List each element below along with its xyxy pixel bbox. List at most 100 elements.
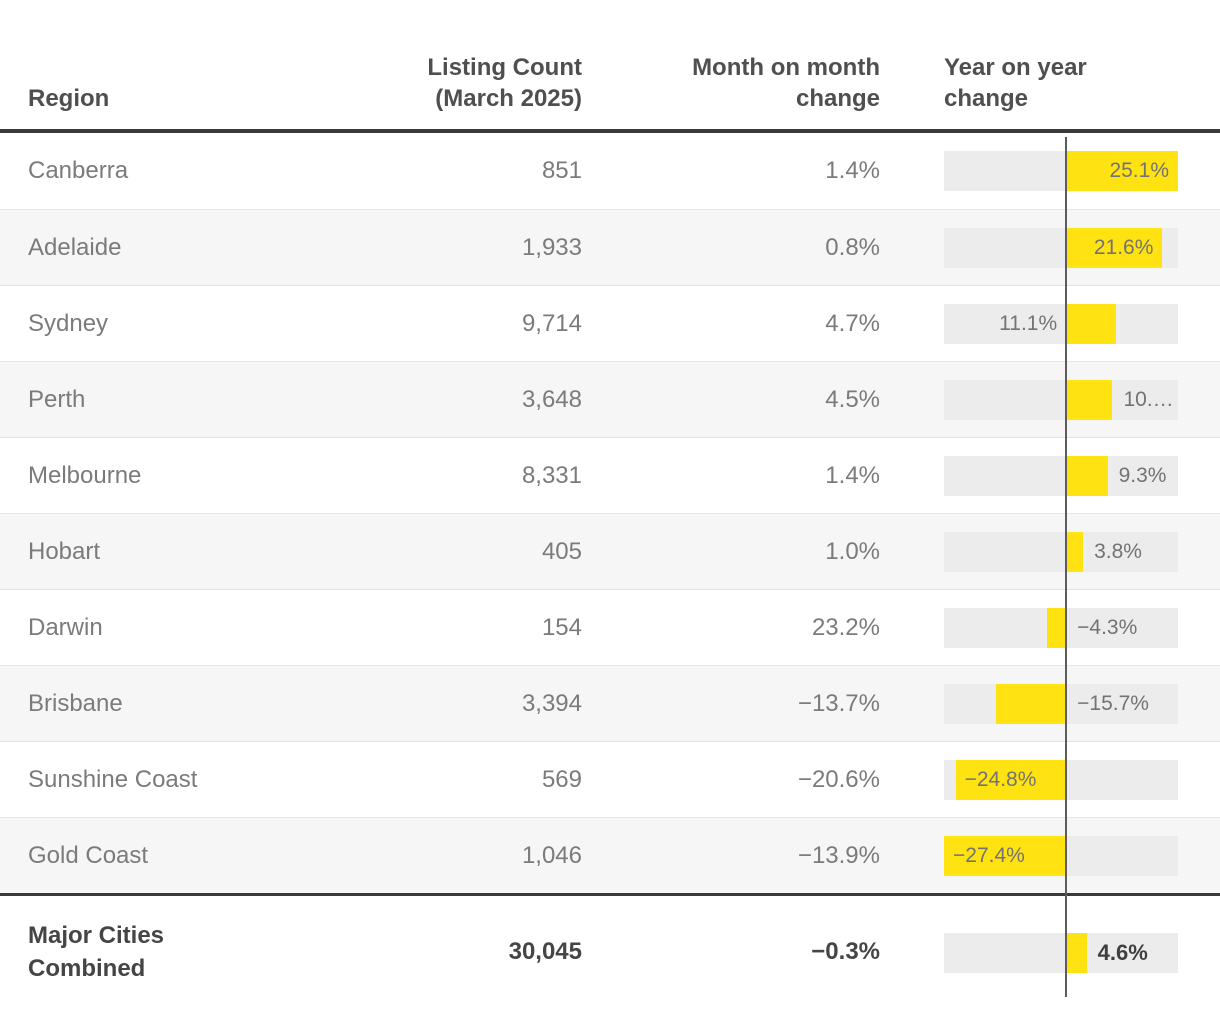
bar-track: −4.3% — [944, 607, 1178, 648]
column-header-listing-count-label: Listing Count (March 2025) — [427, 53, 582, 112]
yoy-value-label: 3.8% — [1094, 539, 1142, 563]
listing-count-cell: 3,394 — [521, 689, 582, 717]
column-header-mom-change: Month on month change — [582, 52, 880, 129]
bar-track: 3.8% — [944, 531, 1178, 572]
zero-axis-line — [1065, 137, 1067, 997]
table-row: Sunshine Coast 569 −20.6% −24.8% — [0, 741, 1220, 817]
region-cell: Darwin — [28, 613, 103, 641]
yoy-bar — [1066, 932, 1087, 973]
yoy-value-label: −4.3% — [1077, 615, 1138, 639]
table-row: Canberra 851 1.4% 25.1% — [0, 133, 1220, 209]
yoy-bar-cell: −24.8% — [880, 759, 1178, 800]
column-header-mom-change-label: Month on month change — [692, 53, 880, 112]
listing-count-cell: 8,331 — [521, 461, 582, 489]
bar-track: 25.1% — [944, 151, 1178, 191]
bar-track: 9.3% — [944, 455, 1178, 496]
table-row: Adelaide 1,933 0.8% 21.6% — [0, 209, 1220, 285]
bar-track: −15.7% — [944, 683, 1178, 724]
column-header-region: Region — [28, 84, 110, 112]
listing-count-cell: 30,045 — [508, 938, 582, 966]
mom-change-cell: 23.2% — [811, 613, 880, 641]
yoy-bar — [996, 683, 1067, 724]
yoy-bar — [1066, 531, 1084, 572]
yoy-bar-cell: 3.8% — [880, 531, 1178, 572]
table-row: Gold Coast 1,046 −13.9% −27.4% — [0, 817, 1220, 893]
yoy-value-label: 21.6% — [1093, 235, 1154, 259]
region-cell: Major Cities Combined — [28, 922, 165, 982]
table-row: Perth 3,648 4.5% 10.… — [0, 361, 1220, 437]
region-cell: Hobart — [28, 537, 101, 565]
bar-track: 10.… — [944, 379, 1178, 420]
table-row: Melbourne 8,331 1.4% 9.3% — [0, 437, 1220, 513]
yoy-value-label: 25.1% — [1109, 159, 1169, 182]
mom-change-cell: 1.4% — [825, 157, 880, 184]
column-header-listing-count: Listing Count (March 2025) — [350, 52, 582, 129]
listing-count-cell: 1,933 — [521, 233, 582, 261]
region-cell: Sydney — [28, 309, 109, 337]
bar-track: 4.6% — [944, 932, 1178, 973]
listing-count-cell: 851 — [541, 157, 582, 184]
mom-change-cell: −13.7% — [797, 689, 880, 717]
yoy-value-label: 10.… — [1123, 387, 1174, 411]
column-header-yoy-change: Year on year change — [880, 52, 1178, 129]
yoy-bar — [1066, 303, 1116, 344]
yoy-value-label: 11.1% — [999, 311, 1058, 335]
listing-count-cell: 3,648 — [521, 385, 582, 413]
yoy-bar-cell: 10.… — [880, 379, 1178, 420]
mom-change-cell: 1.0% — [825, 537, 880, 565]
column-header-yoy-change-label: Year on year change — [944, 53, 1087, 112]
yoy-bar-cell: 25.1% — [880, 151, 1178, 191]
table-row: Major Cities Combined 30,045 −0.3% 4.6% — [0, 896, 1220, 1009]
mom-change-cell: 1.4% — [825, 461, 880, 489]
yoy-value-label: −24.8% — [964, 767, 1037, 791]
yoy-bar-cell: −15.7% — [880, 683, 1178, 724]
table-row: Sydney 9,714 4.7% 11.1% — [0, 285, 1220, 361]
bar-track: −24.8% — [944, 759, 1178, 800]
yoy-value-label: 4.6% — [1097, 939, 1148, 965]
bar-track: 21.6% — [944, 227, 1178, 268]
listing-count-cell: 405 — [541, 537, 582, 565]
region-cell: Sunshine Coast — [28, 765, 198, 793]
table-body: Canberra 851 1.4% 25.1% Adelaide 1,933 0… — [0, 133, 1220, 893]
yoy-bar-cell: 4.6% — [880, 932, 1178, 973]
bar-track: 11.1% — [944, 303, 1178, 344]
region-cell: Perth — [28, 385, 86, 413]
yoy-bar — [1066, 379, 1113, 420]
region-cell: Melbourne — [28, 461, 142, 489]
yoy-bar-cell: 11.1% — [880, 303, 1178, 344]
yoy-value-label: −15.7% — [1077, 691, 1149, 715]
yoy-value-label: 9.3% — [1118, 463, 1167, 487]
yoy-bar-cell: −4.3% — [880, 607, 1178, 648]
yoy-bar — [1066, 455, 1108, 496]
table-footer: Major Cities Combined 30,045 −0.3% 4.6% — [0, 893, 1220, 1012]
table-row: Hobart 405 1.0% 3.8% — [0, 513, 1220, 589]
region-cell: Adelaide — [28, 233, 122, 261]
table-row: Darwin 154 23.2% −4.3% — [0, 589, 1220, 665]
table-row: Brisbane 3,394 −13.7% −15.7% — [0, 665, 1220, 741]
mom-change-cell: 0.8% — [825, 233, 880, 261]
listing-count-cell: 9,714 — [521, 309, 582, 337]
table-header: Region Listing Count (March 2025) Month … — [0, 0, 1220, 133]
region-cell: Brisbane — [28, 689, 123, 717]
yoy-bar-cell: 21.6% — [880, 227, 1178, 268]
yoy-bar — [1066, 151, 1178, 191]
yoy-bar-cell: 9.3% — [880, 455, 1178, 496]
yoy-bar-cell: −27.4% — [880, 835, 1178, 876]
yoy-value-label: −27.4% — [953, 843, 1025, 867]
mom-change-cell: 4.7% — [825, 309, 880, 337]
region-cell: Gold Coast — [28, 841, 149, 869]
yoy-bar — [955, 759, 1067, 800]
yoy-bar — [944, 835, 1067, 876]
listing-count-cell: 1,046 — [521, 841, 582, 869]
yoy-bar — [1046, 607, 1067, 648]
mom-change-cell: 4.5% — [825, 385, 880, 413]
listing-count-cell: 569 — [541, 765, 582, 793]
mom-change-cell: −20.6% — [797, 765, 880, 793]
listing-count-cell: 154 — [541, 613, 582, 641]
bar-track: −27.4% — [944, 835, 1178, 876]
mom-change-cell: −0.3% — [811, 938, 880, 966]
yoy-bar — [1066, 227, 1163, 268]
mom-change-cell: −13.9% — [797, 841, 880, 869]
region-cell: Canberra — [28, 157, 129, 184]
